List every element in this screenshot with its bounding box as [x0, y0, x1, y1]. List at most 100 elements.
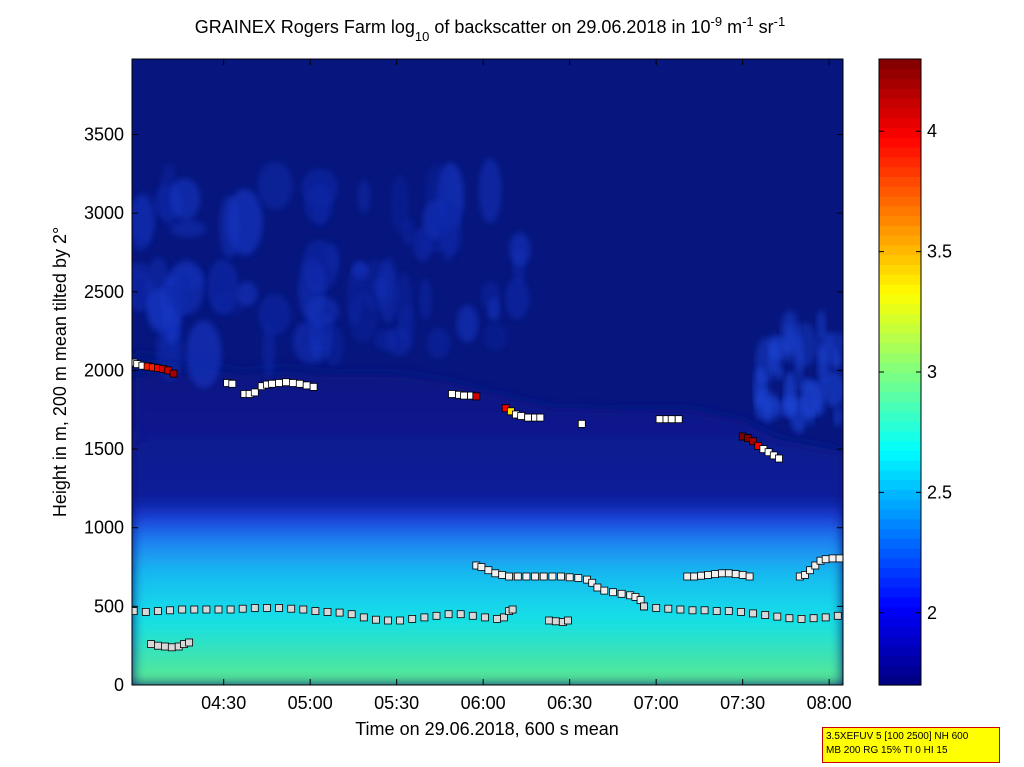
colorbar-segment — [879, 489, 921, 500]
layer-marker — [214, 605, 223, 614]
colorbar-segment — [879, 440, 921, 451]
colorbar-segment — [879, 323, 921, 334]
layer-marker — [809, 614, 818, 623]
colorbar-segment — [879, 450, 921, 461]
colorbar-segment — [879, 596, 921, 608]
layer-marker — [593, 583, 602, 592]
layer-marker — [724, 607, 733, 615]
texture-blob — [257, 161, 293, 210]
layer-marker — [577, 419, 586, 428]
layer-marker — [531, 572, 539, 581]
plot-frame — [131, 58, 844, 686]
texture-blob — [481, 280, 501, 310]
layer-marker — [609, 588, 617, 597]
texture-blob — [793, 335, 805, 381]
layer-marker — [141, 608, 150, 616]
layer-marker — [295, 379, 304, 388]
layer-marker — [396, 616, 405, 625]
layer-marker — [801, 571, 809, 579]
layer-marker — [302, 381, 311, 390]
layer-marker — [806, 566, 814, 575]
layer-marker — [311, 607, 320, 615]
texture-blob — [185, 320, 222, 389]
layer-marker — [468, 611, 477, 620]
layer-marker — [775, 454, 783, 463]
x-tick-label: 08:00 — [807, 693, 852, 713]
colorbar-segment — [879, 577, 921, 588]
texture-blob — [800, 380, 822, 419]
colorbar-segment — [879, 606, 921, 618]
texture-blob — [478, 158, 502, 224]
layer-marker — [700, 606, 709, 615]
layer-marker — [517, 412, 526, 420]
colorbar-segment — [879, 518, 921, 530]
layer-marker — [185, 638, 194, 647]
layer-marker — [371, 615, 380, 624]
colorbar-segment — [879, 557, 921, 569]
colorbar-tick-label: 4 — [927, 121, 937, 141]
layer-marker — [731, 570, 740, 578]
colorbar-tick-label: 2.5 — [927, 482, 952, 502]
layer-marker — [565, 573, 574, 582]
layer-marker — [275, 604, 283, 612]
colorbar-segment — [879, 254, 921, 266]
layer-marker — [167, 643, 176, 652]
colorbar-segment — [879, 499, 921, 510]
layer-marker — [785, 614, 794, 623]
layer-marker — [432, 611, 441, 620]
layer-marker — [574, 574, 583, 582]
layer-marker — [178, 605, 187, 614]
texture-blob — [390, 174, 410, 234]
layer-marker — [652, 604, 661, 612]
texture-blob — [258, 293, 291, 336]
colorbar-segment — [879, 88, 921, 99]
layer-marker — [688, 606, 697, 615]
layer-marker — [564, 616, 572, 625]
layer-marker — [690, 572, 699, 581]
layer-marker — [275, 379, 283, 387]
texture-blob — [509, 232, 531, 266]
texture-blob — [763, 396, 782, 421]
colorbar-segment — [879, 411, 921, 422]
layer-marker — [588, 578, 597, 587]
colorbar-segment — [879, 469, 921, 481]
colorbar-segment — [879, 645, 921, 657]
layer-marker — [545, 616, 553, 625]
colorbar-segment — [879, 587, 921, 598]
x-tick-label: 06:00 — [461, 693, 506, 713]
layer-marker — [811, 561, 820, 570]
layer-marker — [833, 611, 842, 620]
y-tick-label: 1500 — [84, 439, 124, 459]
layer-marker — [491, 569, 500, 578]
layer-marker — [711, 570, 719, 578]
colorbar-segment — [879, 401, 921, 412]
colorbar-segment — [879, 528, 921, 539]
layer-marker — [617, 589, 626, 598]
y-tick-label: 3500 — [84, 124, 124, 144]
colorbar-tick-label: 3.5 — [927, 242, 952, 262]
layer-marker — [160, 642, 169, 651]
chart-title: GRAINEX Rogers Farm log10 of backscatter… — [195, 14, 785, 44]
colorbar-segment — [879, 342, 921, 354]
y-tick-label: 1000 — [84, 518, 124, 538]
colorbar-segment — [879, 332, 921, 344]
colorbar-segment — [879, 107, 921, 119]
colorbar-segment — [879, 176, 921, 187]
layer-series-0 — [132, 358, 783, 463]
layer-marker — [508, 605, 517, 614]
layer-marker — [712, 607, 721, 615]
texture-blob — [377, 257, 399, 324]
colorbar-segment — [879, 166, 921, 177]
colorbar-segment — [879, 352, 921, 363]
layer-marker — [226, 605, 235, 614]
layer-marker — [536, 413, 545, 422]
layer-marker — [557, 572, 565, 581]
colorbar-segment — [879, 548, 921, 559]
layer-marker — [460, 391, 469, 400]
layer-marker — [250, 388, 259, 397]
layer-marker — [309, 382, 318, 391]
layer-marker — [444, 610, 453, 619]
layer-marker — [153, 607, 162, 615]
texture-blob — [373, 329, 398, 351]
colorbar-segment — [879, 264, 921, 275]
